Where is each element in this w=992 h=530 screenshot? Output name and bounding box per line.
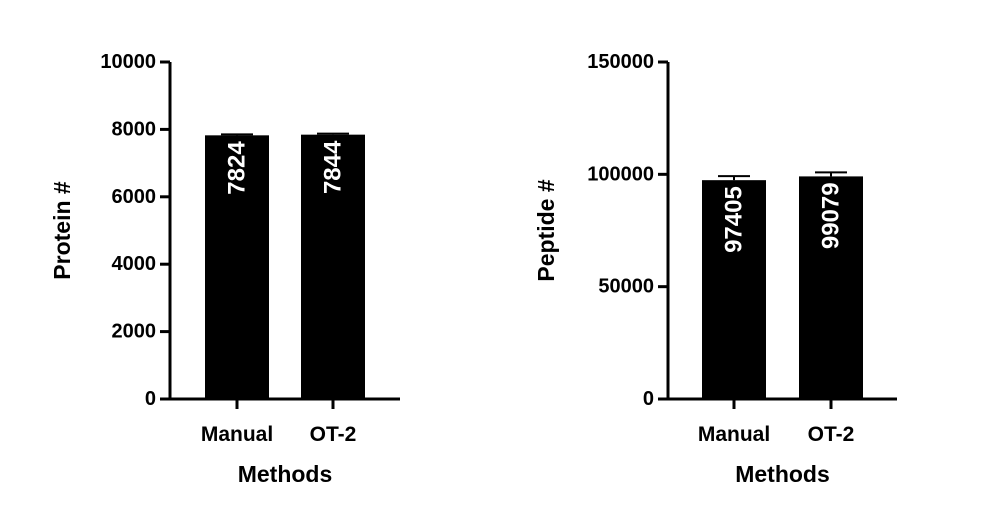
y-tick-label: 4000 xyxy=(112,253,157,275)
y-tick-label: 10000 xyxy=(100,51,156,73)
y-tick-label: 100000 xyxy=(587,163,654,185)
y-tick-label: 0 xyxy=(145,388,156,410)
bar-manual xyxy=(205,135,269,399)
chart-peptide: 97405 99079 0 50000 100000 150000 Manual OT-2 Me… xyxy=(533,51,897,487)
y-tick-label: 0 xyxy=(643,388,654,410)
y-tick-label: 2000 xyxy=(112,321,157,343)
bar-ot-2 xyxy=(799,176,863,399)
y-axis-title: Protein # xyxy=(49,181,75,280)
y-tick-label: 6000 xyxy=(112,186,157,208)
bar-data-label: 99079 xyxy=(818,182,845,249)
y-axis-title: Peptide # xyxy=(533,179,559,281)
x-category-label: OT-2 xyxy=(310,423,357,446)
y-tick-label: 150000 xyxy=(587,51,654,73)
chart-protein: 7824 7844 0 2000 4000 6000 8000 10000 Manual OT-2… xyxy=(49,51,400,487)
bar-data-label: 7824 xyxy=(224,141,251,195)
bar-manual xyxy=(702,180,766,399)
x-category-label: Manual xyxy=(201,423,273,446)
x-category-label: OT-2 xyxy=(808,423,855,446)
y-tick-label: 50000 xyxy=(598,276,654,298)
x-axis-title: Methods xyxy=(238,461,333,487)
bar-ot-2 xyxy=(301,134,365,399)
x-axis-title: Methods xyxy=(735,461,830,487)
y-tick-label: 8000 xyxy=(112,118,157,140)
bar-data-label: 97405 xyxy=(721,186,748,253)
x-category-label: Manual xyxy=(698,423,770,446)
bar-data-label: 7844 xyxy=(320,140,347,194)
